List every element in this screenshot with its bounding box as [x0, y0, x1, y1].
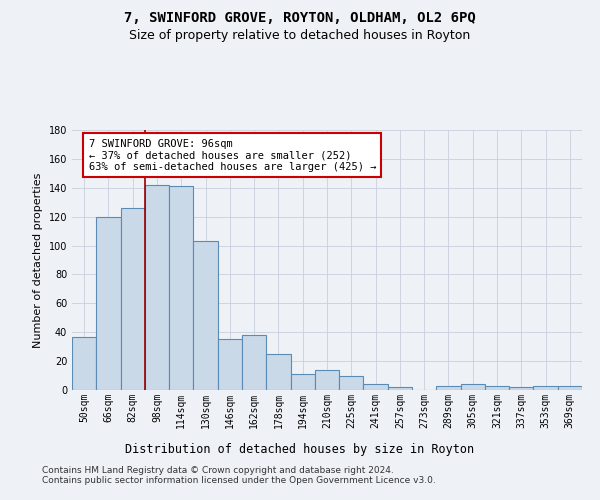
Y-axis label: Number of detached properties: Number of detached properties — [33, 172, 43, 348]
Bar — [485, 386, 509, 390]
Bar — [169, 186, 193, 390]
Bar — [121, 208, 145, 390]
Text: 7, SWINFORD GROVE, ROYTON, OLDHAM, OL2 6PQ: 7, SWINFORD GROVE, ROYTON, OLDHAM, OL2 6… — [124, 11, 476, 25]
Bar — [96, 216, 121, 390]
Bar — [145, 185, 169, 390]
Text: 7 SWINFORD GROVE: 96sqm
← 37% of detached houses are smaller (252)
63% of semi-d: 7 SWINFORD GROVE: 96sqm ← 37% of detache… — [89, 138, 376, 172]
Bar — [72, 336, 96, 390]
Bar — [388, 387, 412, 390]
Text: Contains HM Land Registry data © Crown copyright and database right 2024.
Contai: Contains HM Land Registry data © Crown c… — [42, 466, 436, 485]
Text: Size of property relative to detached houses in Royton: Size of property relative to detached ho… — [130, 29, 470, 42]
Bar — [436, 386, 461, 390]
Bar — [461, 384, 485, 390]
Bar — [290, 374, 315, 390]
Bar — [533, 386, 558, 390]
Bar — [193, 241, 218, 390]
Bar — [315, 370, 339, 390]
Bar — [242, 335, 266, 390]
Bar — [339, 376, 364, 390]
Bar — [558, 386, 582, 390]
Bar — [266, 354, 290, 390]
Bar — [218, 340, 242, 390]
Text: Distribution of detached houses by size in Royton: Distribution of detached houses by size … — [125, 442, 475, 456]
Bar — [364, 384, 388, 390]
Bar — [509, 387, 533, 390]
